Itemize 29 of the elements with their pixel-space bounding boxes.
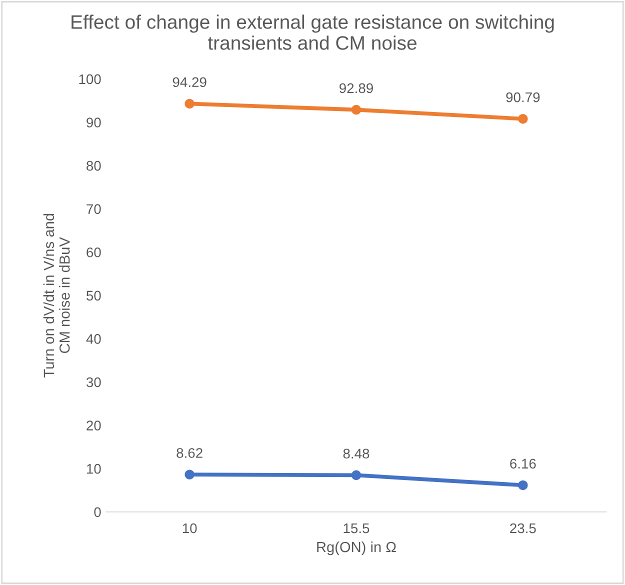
- point: [518, 480, 528, 490]
- x-tick-label: 23.5: [510, 523, 536, 534]
- point: [184, 470, 194, 480]
- point: [518, 114, 528, 124]
- chart-title: Effect of change in external gate resistance on switching transients and CM noise: [72, 14, 554, 50]
- x-tick-label: 10: [182, 523, 197, 534]
- y-tick-label: 20: [86, 420, 101, 430]
- x-tick-label: 15.5: [344, 523, 370, 534]
- y-tick-label: 50: [86, 290, 101, 301]
- y-tick-label: 60: [86, 247, 101, 258]
- y-tick-label: 40: [86, 334, 101, 344]
- data-label: 94.29: [172, 77, 206, 88]
- data-label: 90.79: [506, 92, 540, 102]
- point: [351, 470, 362, 480]
- y-tick-label: 100: [79, 74, 101, 84]
- data-label: 8.48: [343, 448, 370, 459]
- y-axis-title: Turn on dV/dt in V/ns and CM noise in dBuV: [43, 214, 70, 378]
- data-label: 92.89: [340, 83, 373, 94]
- y-tick-label: 70: [86, 204, 101, 214]
- x-axis-title: Rg(ON) in Ω: [317, 541, 396, 556]
- point: [184, 98, 194, 109]
- y-tick-label: 10: [87, 464, 101, 474]
- data-label: 8.62: [176, 448, 202, 458]
- y-tick-label: 0: [94, 507, 101, 518]
- data-label: 6.16: [510, 458, 536, 469]
- point: [351, 104, 362, 115]
- y-tick-label: 30: [86, 377, 101, 388]
- y-tick-label: 90: [86, 118, 101, 128]
- y-tick-label: 80: [86, 160, 101, 171]
